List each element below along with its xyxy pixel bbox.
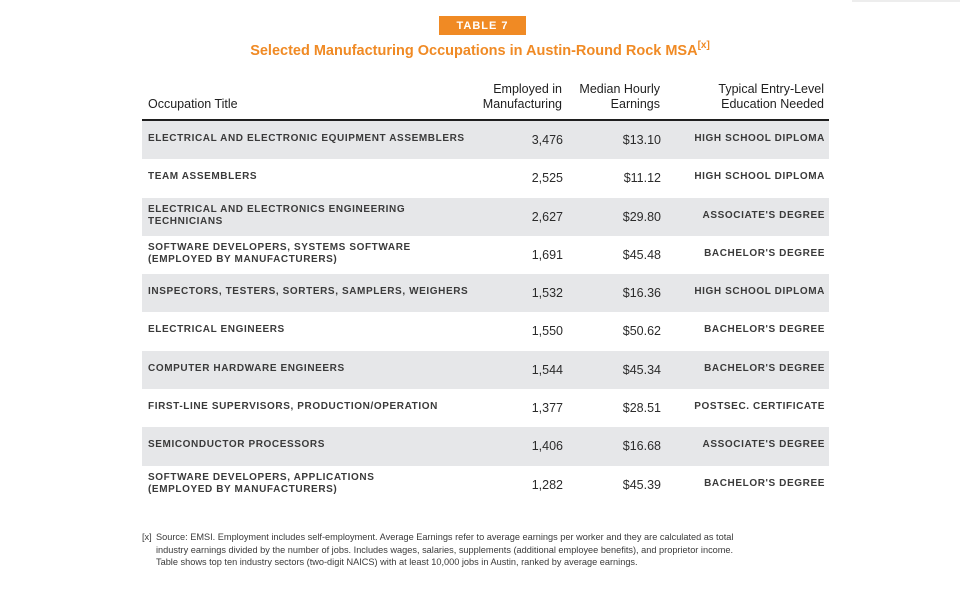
- table-row: COMPUTER HARDWARE ENGINEERS 1,544 $45.34 BA…: [142, 350, 829, 390]
- occupation-cell: ELECTRICAL AND ELECTRONIC EQUIPMENT ASSE…: [148, 133, 478, 145]
- earnings-cell: $45.48: [622, 247, 661, 262]
- footnote-text: Source: EMSI. Employment includes self-e…: [156, 531, 822, 569]
- employed-cell: 1,544: [531, 362, 563, 377]
- education-cell: ASSOCIATE'S DEGREE: [702, 209, 825, 221]
- earnings-cell: $45.34: [622, 362, 661, 377]
- employed-cell: 1,282: [531, 477, 563, 492]
- education-cell: HIGH SCHOOL DIPLOMA: [694, 133, 825, 144]
- footnote-line2: industry earnings divided by the number …: [156, 544, 734, 555]
- occupation-line1: COMPUTER HARDWARE ENGINEERS: [148, 362, 345, 374]
- occupation-line2: TECHNICIANS: [148, 215, 223, 227]
- occupation-line1: TEAM ASSEMBLERS: [148, 171, 258, 183]
- header-employed-line1: Employed in: [493, 82, 562, 96]
- occupation-line2: (EMPLOYED BY MANUFACTURERS): [148, 253, 338, 265]
- occupation-cell: ELECTRICAL AND ELECTRONICS ENGINEERING TE…: [148, 204, 478, 228]
- table-row: TEAM ASSEMBLERS 2,525 $11.12 HIGH SCHOOL DI…: [142, 159, 829, 197]
- employed-cell: 1,406: [531, 439, 563, 454]
- table-row: FIRST-LINE SUPERVISORS, PRODUCTION/OPERA…: [142, 389, 829, 427]
- occupation-line1: ELECTRICAL AND ELECTRONICS ENGINEERING: [148, 203, 406, 215]
- table-row: SOFTWARE DEVELOPERS, SYSTEMS SOFTWARE (EM…: [142, 236, 829, 274]
- earnings-cell: $50.62: [622, 324, 661, 339]
- education-cell: BACHELOR'S DEGREE: [704, 362, 825, 374]
- occupation-line1: INSPECTORS, TESTERS, SORTERS, SAMPLERS, …: [148, 286, 469, 298]
- education-cell: HIGH SCHOOL DIPLOMA: [694, 286, 825, 298]
- education-cell: HIGH SCHOOL DIPLOMA: [694, 171, 825, 183]
- occupation-line1: ELECTRICAL AND ELECTRONIC EQUIPMENT ASSE…: [148, 133, 465, 144]
- header-employed-line2: Manufacturing: [482, 97, 562, 111]
- table-title-text: Selected Manufacturing Occupations in Au…: [250, 42, 698, 59]
- earnings-cell: $28.51: [622, 401, 661, 416]
- footnote-line3: Table shows top ten industry sectors (tw…: [156, 557, 638, 567]
- earnings-cell: $45.39: [622, 477, 661, 492]
- occupation-line1: ELECTRICAL ENGINEERS: [148, 324, 285, 336]
- earnings-cell: $16.68: [622, 439, 661, 454]
- table-row: ELECTRICAL ENGINEERS 1,550 $50.62 BACHELOR'…: [142, 312, 829, 350]
- employed-cell: 1,532: [531, 286, 563, 301]
- table-row: INSPECTORS, TESTERS, SORTERS, SAMPLERS, …: [142, 274, 829, 313]
- employed-cell: 2,627: [531, 209, 563, 224]
- header-earnings-line1: Median Hourly: [579, 82, 660, 96]
- employed-cell: 2,525: [531, 171, 563, 186]
- occupation-line1: SEMICONDUCTOR PROCESSORS: [148, 439, 326, 451]
- occupation-cell: INSPECTORS, TESTERS, SORTERS, SAMPLERS, …: [148, 286, 478, 298]
- earnings-cell: $29.80: [622, 209, 661, 224]
- table-header: Occupation Title Employed in Manufacturi…: [142, 79, 829, 121]
- header-education-line1: Typical Entry-Level: [718, 82, 824, 96]
- occupation-line1: SOFTWARE DEVELOPERS, SYSTEMS SOFTWARE: [148, 241, 411, 253]
- header-earnings: Median Hourly Earnings: [579, 82, 660, 112]
- table-row: ELECTRICAL AND ELECTRONICS ENGINEERING TE…: [142, 197, 829, 236]
- header-education-line2: Education Needed: [721, 97, 824, 111]
- occupation-cell: SOFTWARE DEVELOPERS, APPLICATIONS (EMPLOY…: [148, 472, 478, 496]
- table-title: Selected Manufacturing Occupations in Au…: [0, 40, 960, 59]
- occupation-cell: SOFTWARE DEVELOPERS, SYSTEMS SOFTWARE (EM…: [148, 242, 478, 266]
- earnings-cell: $13.10: [622, 133, 661, 147]
- education-cell: BACHELOR'S DEGREE: [704, 477, 825, 489]
- employed-cell: 1,691: [531, 247, 563, 262]
- earnings-cell: $16.36: [622, 286, 661, 301]
- earnings-cell: $11.12: [623, 171, 661, 186]
- title-footnote-link[interactable]: [x]: [697, 40, 710, 51]
- footnote-line1: Source: EMSI. Employment includes self-e…: [156, 532, 734, 542]
- occupation-cell: SEMICONDUCTOR PROCESSORS: [148, 439, 478, 451]
- employed-cell: 1,377: [531, 401, 563, 416]
- occupation-cell: COMPUTER HARDWARE ENGINEERS: [148, 363, 478, 375]
- occupation-line1: FIRST-LINE SUPERVISORS, PRODUCTION/OPERA…: [148, 401, 438, 413]
- occupation-line1: SOFTWARE DEVELOPERS, APPLICATIONS: [148, 471, 375, 483]
- occupation-cell: TEAM ASSEMBLERS: [148, 171, 478, 183]
- table-row: SOFTWARE DEVELOPERS, APPLICATIONS (EMPLOY…: [142, 466, 829, 504]
- header-earnings-line2: Earnings: [610, 97, 660, 111]
- header-education: Typical Entry-Level Education Needed: [718, 82, 824, 112]
- education-cell: ASSOCIATE'S DEGREE: [702, 439, 825, 451]
- header-occupation: Occupation Title: [148, 97, 238, 111]
- header-employed: Employed in Manufacturing: [483, 82, 562, 112]
- education-cell: BACHELOR'S DEGREE: [704, 324, 825, 336]
- table-number-badge: TABLE 7: [439, 16, 526, 35]
- footnote-mark: [x]: [142, 532, 152, 542]
- occupation-line2: (EMPLOYED BY MANUFACTURERS): [148, 483, 338, 495]
- occupations-table: Occupation Title Employed in Manufacturi…: [142, 79, 829, 504]
- table-body: ELECTRICAL AND ELECTRONIC EQUIPMENT ASSE…: [142, 121, 829, 504]
- occupation-cell: ELECTRICAL ENGINEERS: [148, 324, 478, 336]
- table-row: ELECTRICAL AND ELECTRONIC EQUIPMENT ASSE…: [142, 121, 829, 160]
- table-row: SEMICONDUCTOR PROCESSORS 1,406 $16.68 ASSOC…: [142, 427, 829, 466]
- occupation-cell: FIRST-LINE SUPERVISORS, PRODUCTION/OPERA…: [148, 401, 478, 413]
- employed-cell: 3,476: [531, 133, 563, 147]
- education-cell: POSTSEC. CERTIFICATE: [694, 401, 825, 413]
- top-divider: [852, 0, 960, 2]
- education-cell: BACHELOR'S DEGREE: [704, 247, 825, 259]
- employed-cell: 1,550: [531, 324, 563, 339]
- footnote: [x] Source: EMSI. Employment includes se…: [142, 531, 822, 569]
